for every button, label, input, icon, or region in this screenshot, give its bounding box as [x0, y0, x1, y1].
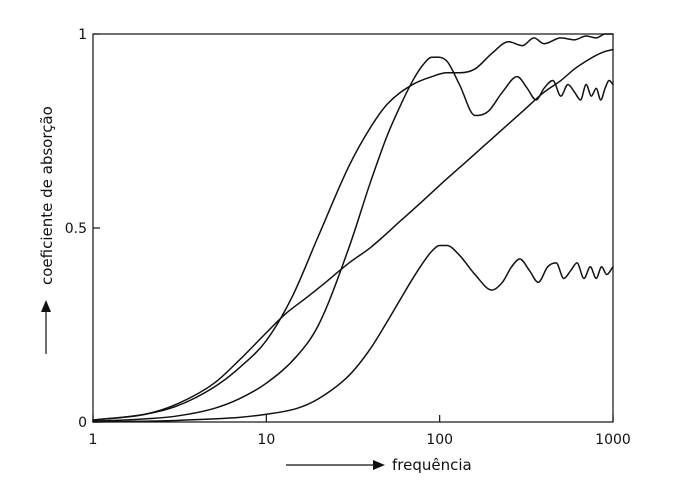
x-tick-label: 10: [257, 432, 275, 448]
x-tick-label: 1000: [595, 432, 631, 448]
y-tick-label: 0.5: [65, 221, 87, 237]
x-tick-label: 100: [426, 432, 453, 448]
y-tick-label: 1: [78, 27, 87, 43]
series-line-3: [92, 48, 614, 421]
x-axis-title-group: frequência: [286, 456, 472, 474]
x-axis-arrowhead: [373, 460, 385, 470]
curves-group: [92, 33, 614, 423]
y-axis-arrowhead: [41, 300, 51, 312]
y-axis-label: coeficiente de absorção: [38, 106, 56, 285]
x-tick-label: 1: [89, 432, 98, 448]
series-line-2: [92, 56, 614, 422]
x-axis-label: frequência: [392, 456, 472, 474]
y-tick-label: 0: [78, 415, 87, 431]
ticks-group: 1 10 100 1000 0 0.5 1: [65, 27, 631, 448]
plot-frame: [92, 33, 614, 423]
series-line-4: [92, 244, 614, 423]
series-line-1: [92, 33, 614, 421]
y-axis-title-group: coeficiente de absorção: [38, 106, 56, 354]
